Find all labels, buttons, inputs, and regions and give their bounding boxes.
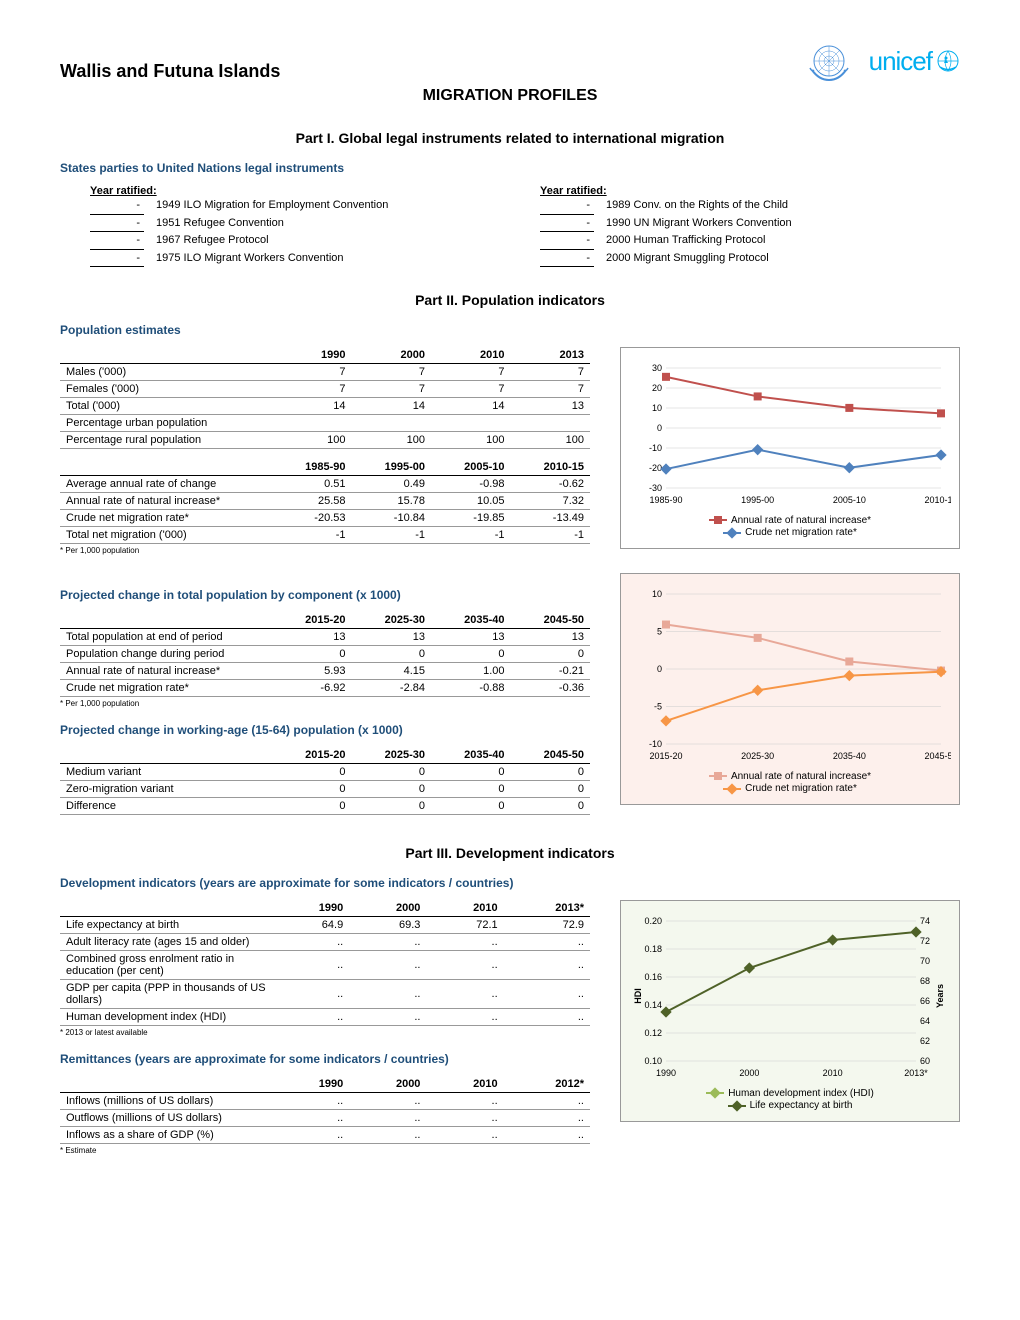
un-logo-icon [804,40,854,82]
svg-text:0: 0 [657,664,662,674]
remit-table: 1990200020102012*Inflows (millions of US… [60,1076,590,1144]
footnote: * Estimate [60,1146,590,1155]
svg-text:60: 60 [920,1056,930,1066]
svg-text:2010: 2010 [823,1068,843,1078]
dev-section: Development indicators (years are approx… [60,876,960,890]
instrument-row: -1989 Conv. on the Rights of the Child [540,197,930,215]
instrument-row: -1951 Refugee Convention [90,215,480,233]
svg-text:2000: 2000 [739,1068,759,1078]
instrument-row: -1949 ILO Migration for Employment Conve… [90,197,480,215]
chart-1: -30 -20 -10 0 10 20 30 1985-90 1995-00 2005-10 201… [620,347,960,549]
svg-text:64: 64 [920,1016,930,1026]
svg-text:72: 72 [920,936,930,946]
chart-3: 0.10 0.12 0.14 0.16 0.18 0.20 60 62 64 66 68 70 72 74… [620,900,960,1122]
footnote: * 2013 or latest available [60,1028,590,1037]
svg-text:2025-30: 2025-30 [741,751,774,761]
pop-est-section: Population estimates [60,323,960,337]
part3-title: Part III. Development indicators [60,845,960,861]
svg-text:66: 66 [920,996,930,1006]
svg-text:-10: -10 [649,739,662,749]
part1-title: Part I. Global legal instruments related… [60,130,960,146]
dev-table: 1990200020102013*Life expectancy at birt… [60,900,590,1026]
instrument-row: -1990 UN Migrant Workers Convention [540,215,930,233]
part2-title: Part II. Population indicators [60,292,960,308]
svg-text:2015-20: 2015-20 [649,751,682,761]
instrument-row: -1967 Refugee Protocol [90,232,480,250]
footnote: * Per 1,000 population [60,699,590,708]
svg-text:0.10: 0.10 [644,1056,662,1066]
instruments-table: Year ratified: -1949 ILO Migration for E… [60,185,960,267]
svg-text:30: 30 [652,363,662,373]
svg-text:0.16: 0.16 [644,972,662,982]
footnote: * Per 1,000 population [60,546,590,555]
instrument-row: -1975 ILO Migrant Workers Convention [90,250,480,268]
instrument-row: -2000 Human Trafficking Protocol [540,232,930,250]
svg-text:Years: Years [935,984,945,1008]
svg-text:-5: -5 [654,702,662,712]
svg-text:2010-15: 2010-15 [924,495,951,505]
svg-text:-30: -30 [649,483,662,493]
svg-text:10: 10 [652,589,662,599]
svg-text:74: 74 [920,916,930,926]
svg-text:2035-40: 2035-40 [833,751,866,761]
svg-text:70: 70 [920,956,930,966]
svg-text:-10: -10 [649,443,662,453]
svg-text:68: 68 [920,976,930,986]
svg-text:62: 62 [920,1036,930,1046]
svg-text:0.12: 0.12 [644,1028,662,1038]
proj-total-section: Projected change in total population by … [60,588,590,602]
svg-text:-20: -20 [649,463,662,473]
pop-est-table-2: 1985-901995-002005-102010-15Average annu… [60,459,590,544]
chart-2: -10-505102015-202025-302035-402045-50Ann… [620,573,960,805]
svg-text:1995-00: 1995-00 [741,495,774,505]
svg-text:1990: 1990 [656,1068,676,1078]
unicef-logo: unicef [869,46,960,77]
svg-text:2013*: 2013* [904,1068,928,1078]
svg-text:5: 5 [657,627,662,637]
instruments-left: Year ratified: -1949 ILO Migration for E… [90,185,480,267]
instruments-right: Year ratified: -1989 Conv. on the Rights… [540,185,930,267]
svg-text:0.18: 0.18 [644,944,662,954]
svg-text:1985-90: 1985-90 [649,495,682,505]
svg-text:0: 0 [657,423,662,433]
header: Wallis and Futuna Islands unicef [60,40,960,82]
unicef-globe-icon [936,49,960,73]
svg-text:20: 20 [652,383,662,393]
remit-section: Remittances (years are approximate for s… [60,1052,590,1066]
svg-text:0.20: 0.20 [644,916,662,926]
svg-text:2005-10: 2005-10 [833,495,866,505]
svg-text:2045-50: 2045-50 [924,751,951,761]
logos: unicef [804,40,960,82]
instrument-row: -2000 Migrant Smuggling Protocol [540,250,930,268]
part1-section: States parties to United Nations legal i… [60,161,960,175]
proj-wa-section: Projected change in working-age (15-64) … [60,723,590,737]
svg-text:0.14: 0.14 [644,1000,662,1010]
country-title: Wallis and Futuna Islands [60,61,280,82]
proj-total-table: 2015-202025-302035-402045-50Total popula… [60,612,590,697]
main-title: MIGRATION PROFILES [60,87,960,105]
svg-text:HDI: HDI [633,988,643,1004]
proj-wa-table: 2015-202025-302035-402045-50Medium varia… [60,747,590,815]
svg-text:10: 10 [652,403,662,413]
pop-est-table-1: 1990200020102013Males ('000)7777Females … [60,347,590,449]
